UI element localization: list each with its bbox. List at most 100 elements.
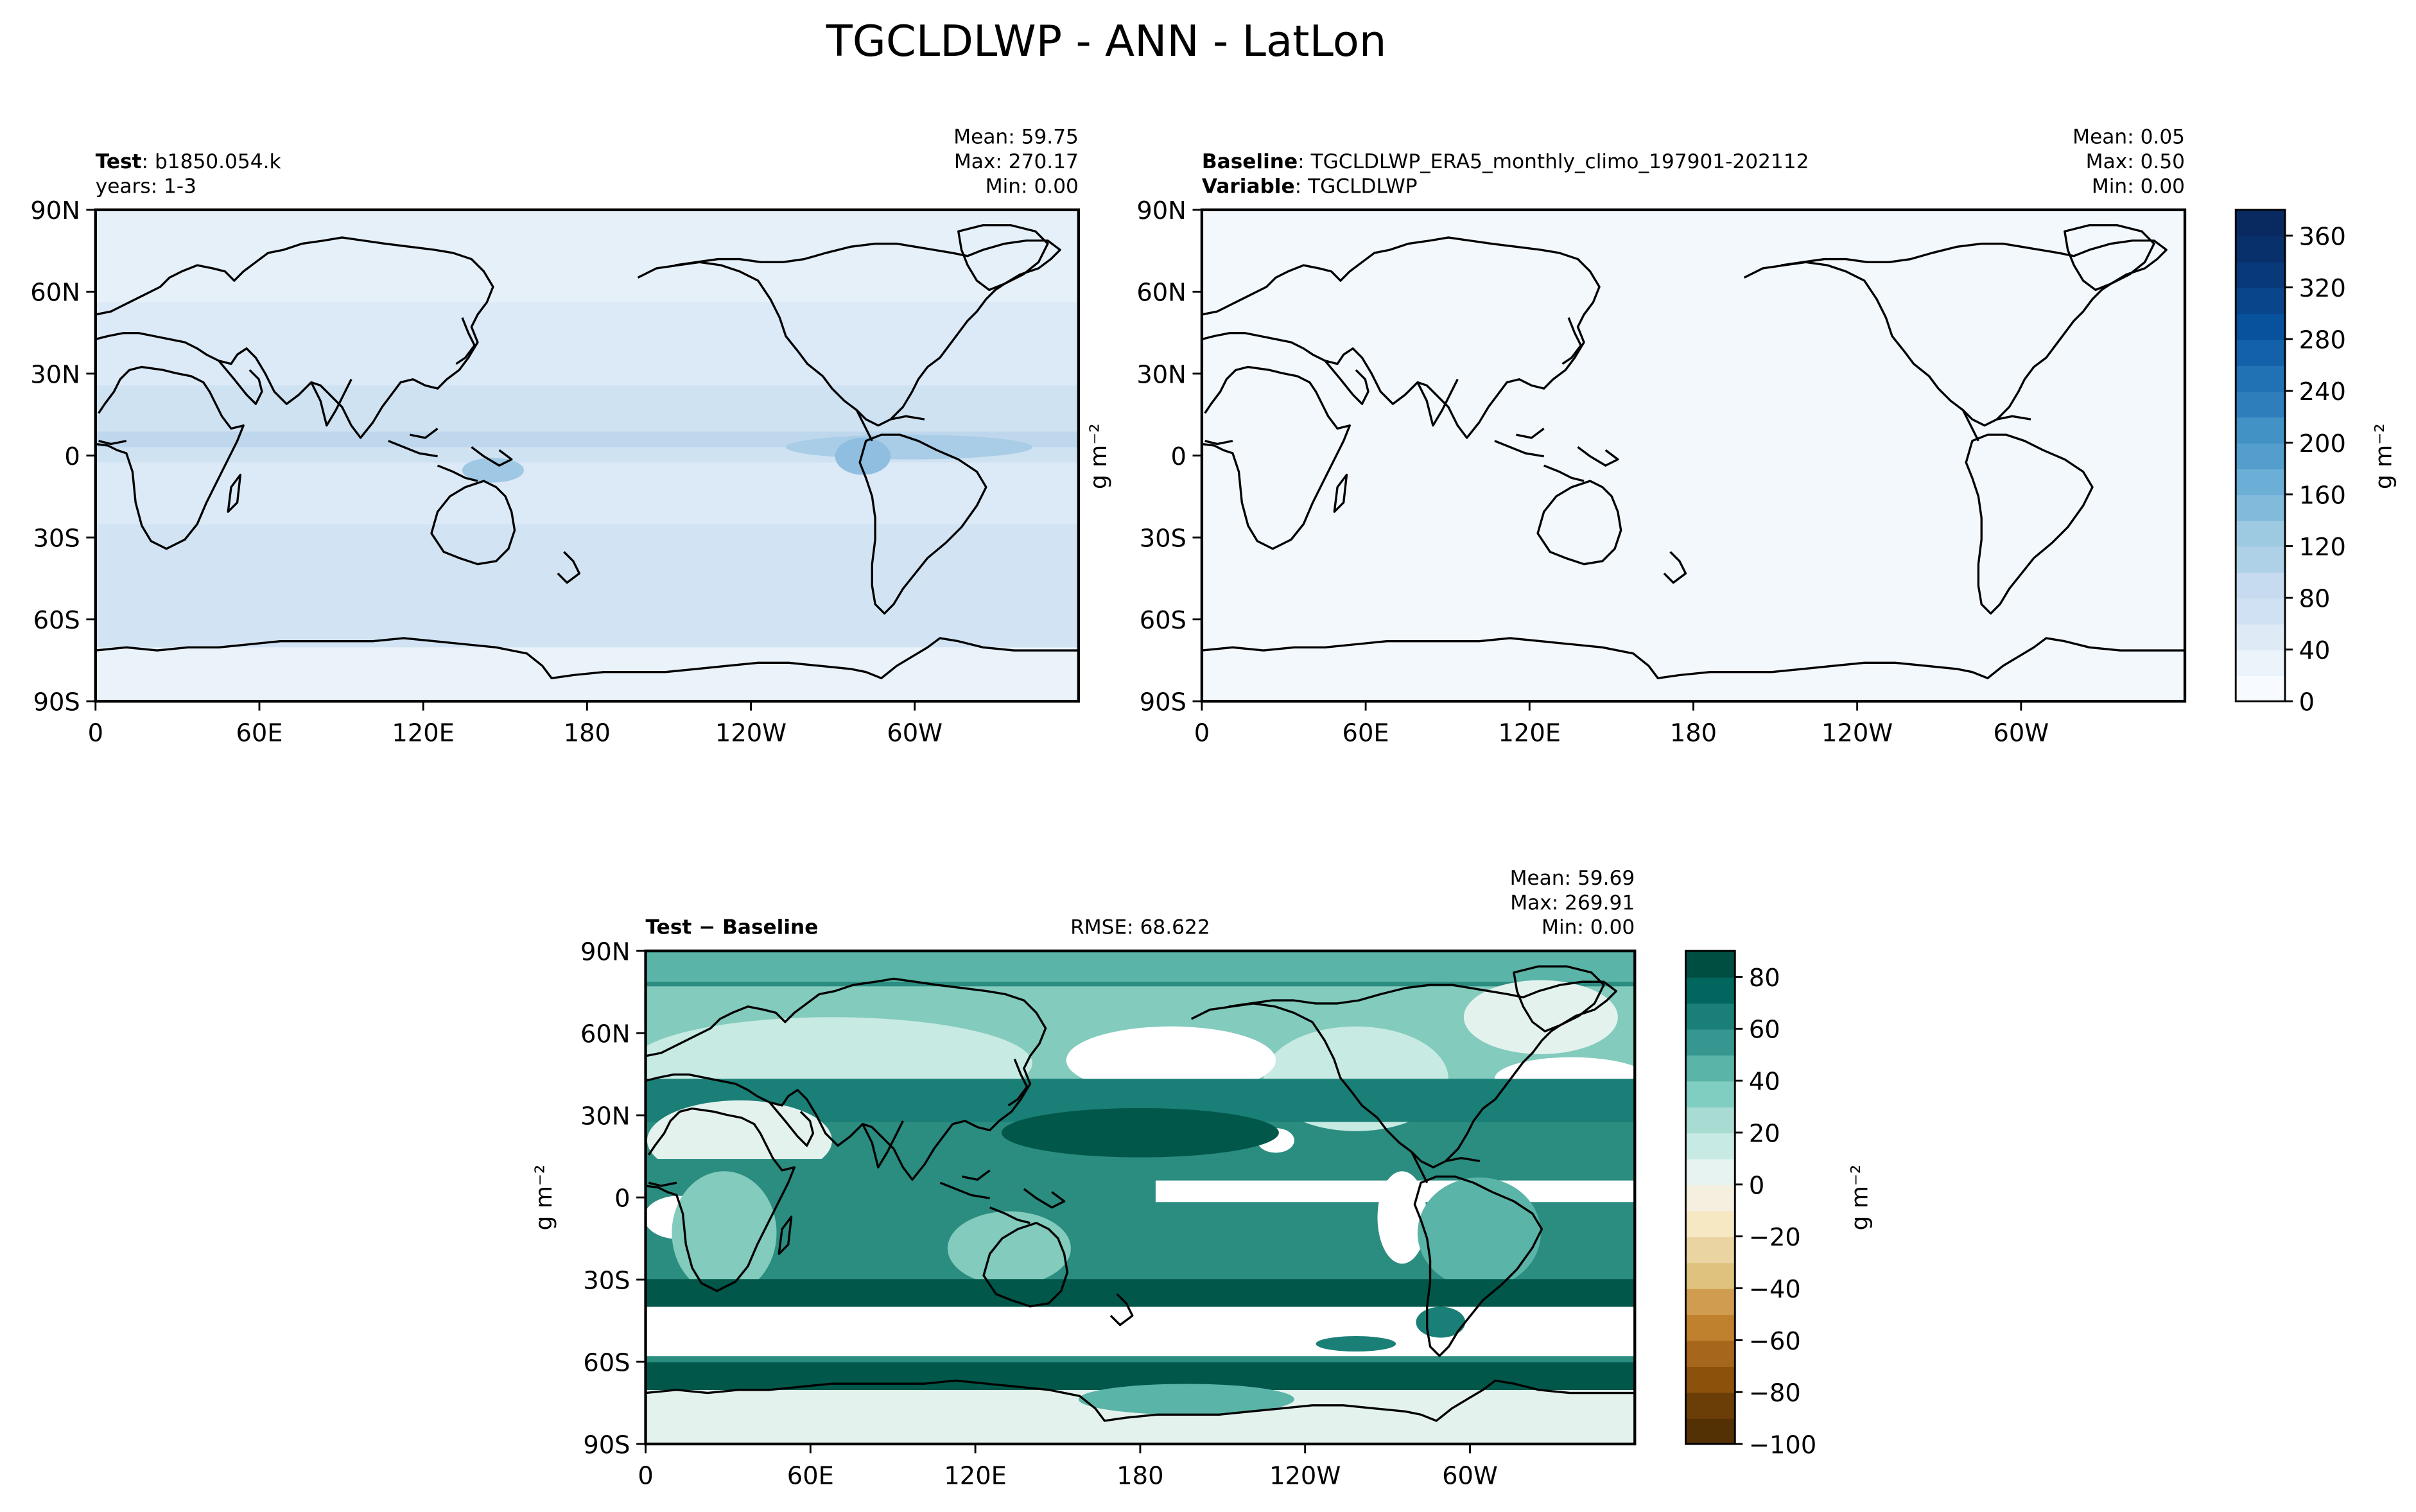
diff-ylabel: g m⁻² xyxy=(531,1165,557,1231)
baseline-xtick-label: 180 xyxy=(1670,719,1717,748)
main-colorbar-segment xyxy=(2236,598,2286,625)
diff-colorbar-segment xyxy=(1685,1288,1735,1316)
main-colorbar-segment xyxy=(2236,287,2286,315)
test-case-value: b1850.054.k xyxy=(155,150,281,173)
diff-ytick-label: 90S xyxy=(583,1430,630,1459)
test-ytick-label: 90S xyxy=(33,688,80,717)
diff-xtick-label: 60W xyxy=(1442,1461,1498,1490)
baseline-ytick-label: 30N xyxy=(1136,360,1186,389)
baseline-mean: Mean: 0.05 xyxy=(2073,126,2185,149)
baseline-ytick-label: 60S xyxy=(1140,606,1186,635)
baseline-max: Max: 0.50 xyxy=(2086,150,2185,173)
baseline-xtick-label: 0 xyxy=(1194,719,1210,748)
baseline-ytick-label: 30S xyxy=(1140,525,1186,553)
diff-colorbar-tick-label: −80 xyxy=(1749,1379,1801,1408)
baseline-case-label: Baseline xyxy=(1202,150,1298,173)
main-colorbar-tick-label: 0 xyxy=(2299,688,2315,717)
diff-colorbar-segment xyxy=(1685,1210,1735,1237)
diff-xtick-label: 0 xyxy=(638,1461,653,1490)
test-ytick-label: 0 xyxy=(64,442,80,471)
diff-colorbar-segment xyxy=(1685,977,1735,1004)
main-colorbar-tick-label: 360 xyxy=(2299,222,2346,251)
baseline-xtick-label: 60E xyxy=(1343,719,1389,748)
diff-colorbar-tick-label: −60 xyxy=(1749,1327,1801,1356)
diff-colorbar-segment xyxy=(1685,1133,1735,1160)
diff-colorbar-tick-label: −20 xyxy=(1749,1223,1801,1252)
main-colorbar-tick-label: 80 xyxy=(2299,585,2331,614)
svg-text:Baseline: TGCLDLWP_ERA5_monthl: Baseline: TGCLDLWP_ERA5_monthly_climo_19… xyxy=(1202,150,1809,173)
main-colorbar-segment xyxy=(2236,623,2286,650)
diff-ytick-label: 60S xyxy=(583,1348,630,1377)
main-colorbar-segment xyxy=(2236,649,2286,677)
test-panel xyxy=(94,208,1081,703)
test-ytick-label: 60N xyxy=(30,279,80,308)
diff-colorbar-segment xyxy=(1685,1081,1735,1108)
diff-mean: Mean: 59.69 xyxy=(1510,867,1635,890)
diff-min: Min: 0.00 xyxy=(1542,916,1635,939)
main-colorbar-segment xyxy=(2236,390,2286,418)
diff-ytick-label: 30S xyxy=(583,1266,630,1295)
diff-colorbar-tick-label: −100 xyxy=(1749,1430,1816,1459)
baseline-panel xyxy=(1200,208,2187,703)
test-ytick-label: 60S xyxy=(33,606,80,635)
diff-colorbar-tick-label: 80 xyxy=(1749,964,1780,993)
colorbar-diff-label: g m⁻² xyxy=(1847,1165,1873,1231)
main-colorbar-segment xyxy=(2236,209,2286,237)
svg-text:Variable: TGCLDLWP: Variable: TGCLDLWP xyxy=(1202,175,1418,198)
main-colorbar-tick-label: 320 xyxy=(2299,274,2346,303)
main-colorbar-tick-label: 200 xyxy=(2299,430,2346,458)
test-xtick-label: 60E xyxy=(236,719,282,748)
test-ytick-label: 90N xyxy=(30,196,80,225)
main-colorbar-tick-label: 40 xyxy=(2299,636,2331,665)
diff-colorbar-segment xyxy=(1685,1418,1735,1445)
baseline-case-value: TGCLDLWP_ERA5_monthly_climo_197901-20211… xyxy=(1310,150,1809,173)
test-max: Max: 270.17 xyxy=(954,150,1079,173)
baseline-ytick-label: 90N xyxy=(1136,196,1186,225)
colorbar-diff: 80 60 40 20 0 −20 −40 −60 −80 −100 xyxy=(1685,950,1816,1459)
main-colorbar-segment xyxy=(2236,261,2286,288)
diff-xtick-label: 180 xyxy=(1117,1461,1163,1490)
baseline-xtick-label: 120W xyxy=(1821,719,1893,748)
diff-colorbar-segment xyxy=(1685,1366,1735,1393)
test-xtick-label: 180 xyxy=(564,719,611,748)
diff-label: Test − Baseline xyxy=(646,916,819,939)
diff-colorbar-segment xyxy=(1685,1054,1735,1082)
main-colorbar-frame xyxy=(2234,209,2286,702)
baseline-ytick-label: 90S xyxy=(1140,688,1186,717)
diff-colorbar-segment xyxy=(1685,1029,1735,1056)
test-xtick-label: 60W xyxy=(887,719,943,748)
diff-colorbar-tick-label: 20 xyxy=(1749,1119,1780,1148)
test-xtick-label: 120E xyxy=(392,719,455,748)
diff-rmse: RMSE: 68.622 xyxy=(1070,916,1210,939)
diff-colorbar-tick-label: 40 xyxy=(1749,1068,1780,1097)
diff-ytick-label: 0 xyxy=(614,1184,630,1213)
main-colorbar-segment xyxy=(2236,675,2286,702)
test-min: Min: 0.00 xyxy=(986,175,1079,198)
diff-colorbar-tick-label: −40 xyxy=(1749,1275,1801,1304)
baseline-variable-label: Variable xyxy=(1202,175,1295,198)
diff-colorbar-segment xyxy=(1685,1158,1735,1186)
baseline-ylabel: g m⁻² xyxy=(1086,423,1112,489)
baseline-ytick-label: 60N xyxy=(1136,279,1186,308)
main-colorbar-segment xyxy=(2236,339,2286,366)
test-case-label: Test xyxy=(96,150,142,173)
main-colorbar-segment xyxy=(2236,520,2286,547)
baseline-min: Min: 0.00 xyxy=(2092,175,2185,198)
main-colorbar-tick-label: 160 xyxy=(2299,481,2346,510)
diff-colorbar-segment xyxy=(1685,1314,1735,1341)
main-colorbar-tick-label: 240 xyxy=(2299,378,2346,406)
main-colorbar-tick-label: 280 xyxy=(2299,326,2346,355)
main-colorbar-segment xyxy=(2236,236,2286,263)
diff-colorbar-segment xyxy=(1685,1106,1735,1134)
diff-xtick-label: 60E xyxy=(787,1461,834,1490)
test-xtick-label: 120W xyxy=(715,719,787,748)
baseline-xtick-label: 120E xyxy=(1499,719,1561,748)
diff-colorbar-segment xyxy=(1685,951,1735,978)
test-ytick-label: 30S xyxy=(33,525,80,553)
test-xtick-label: 0 xyxy=(88,719,103,748)
diff-xtick-label: 120E xyxy=(944,1461,1006,1490)
main-colorbar-segment xyxy=(2236,494,2286,521)
diff-ytick-label: 30N xyxy=(580,1102,630,1131)
figure-title: TGCLDLWP - ANN - LatLon xyxy=(826,16,1387,66)
